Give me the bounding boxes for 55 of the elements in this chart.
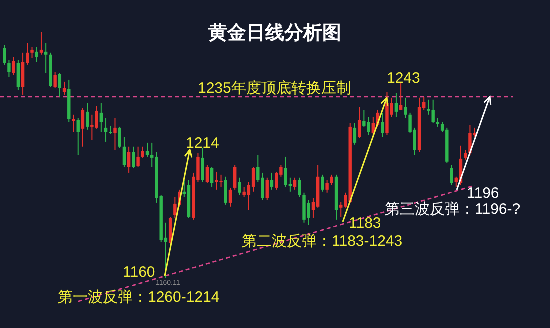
candlestick — [40, 32, 44, 56]
candlestick — [141, 146, 144, 158]
candlestick — [3, 44, 6, 66]
candlestick — [81, 108, 85, 148]
candlestick — [136, 146, 140, 168]
candlestick — [76, 118, 80, 156]
candlestick — [62, 81, 66, 96]
annotation: 第三波反弹：1196-? — [385, 201, 521, 218]
candlestick — [298, 177, 302, 198]
candlestick — [210, 166, 214, 188]
candlestick — [132, 146, 136, 169]
candlestick — [12, 56, 16, 76]
candlestick — [326, 180, 329, 194]
candlestick — [35, 46, 38, 63]
candlestick — [266, 177, 269, 201]
candlestick — [270, 172, 274, 190]
ref-line-label: 1235年度顶底转换压制 — [198, 80, 352, 97]
candlestick — [293, 177, 297, 190]
candlestick — [100, 102, 104, 133]
annotation: 1214 — [186, 135, 220, 152]
candlestick — [252, 166, 256, 192]
chart-title: 黄金日线分析图 — [208, 22, 342, 44]
candlestick — [58, 72, 62, 98]
candlestick — [464, 150, 468, 160]
annotation: 1160 — [123, 264, 156, 281]
candlestick — [201, 148, 204, 183]
candlestick — [118, 126, 122, 149]
candlestick — [399, 82, 403, 110]
candlestick — [72, 114, 76, 133]
annotation: 1243 — [387, 70, 420, 87]
candlestick — [381, 112, 384, 138]
candlestick — [44, 42, 48, 74]
candlestick — [54, 72, 57, 89]
candlestick — [86, 102, 90, 130]
candlestick — [114, 118, 117, 151]
candlestick — [404, 97, 408, 119]
annotation: 1183 — [349, 215, 382, 232]
annotation: 第二波反弹：1183-1243 — [242, 233, 403, 250]
candlestick — [122, 136, 126, 168]
candlestick — [394, 92, 398, 118]
candlestick — [206, 164, 210, 184]
candlestick — [8, 60, 11, 78]
candlestick — [353, 122, 357, 146]
annotation: 1196 — [467, 185, 500, 202]
candlestick — [330, 174, 334, 186]
candlestick — [234, 164, 237, 190]
candlestick — [127, 146, 131, 174]
candlestick — [321, 174, 324, 192]
candlestick — [146, 142, 150, 158]
candlestick — [450, 164, 454, 186]
candlestick — [224, 176, 228, 206]
candlestick — [228, 187, 232, 208]
candlestick — [238, 177, 242, 196]
candlestick — [358, 106, 362, 139]
candlestick — [30, 46, 34, 59]
